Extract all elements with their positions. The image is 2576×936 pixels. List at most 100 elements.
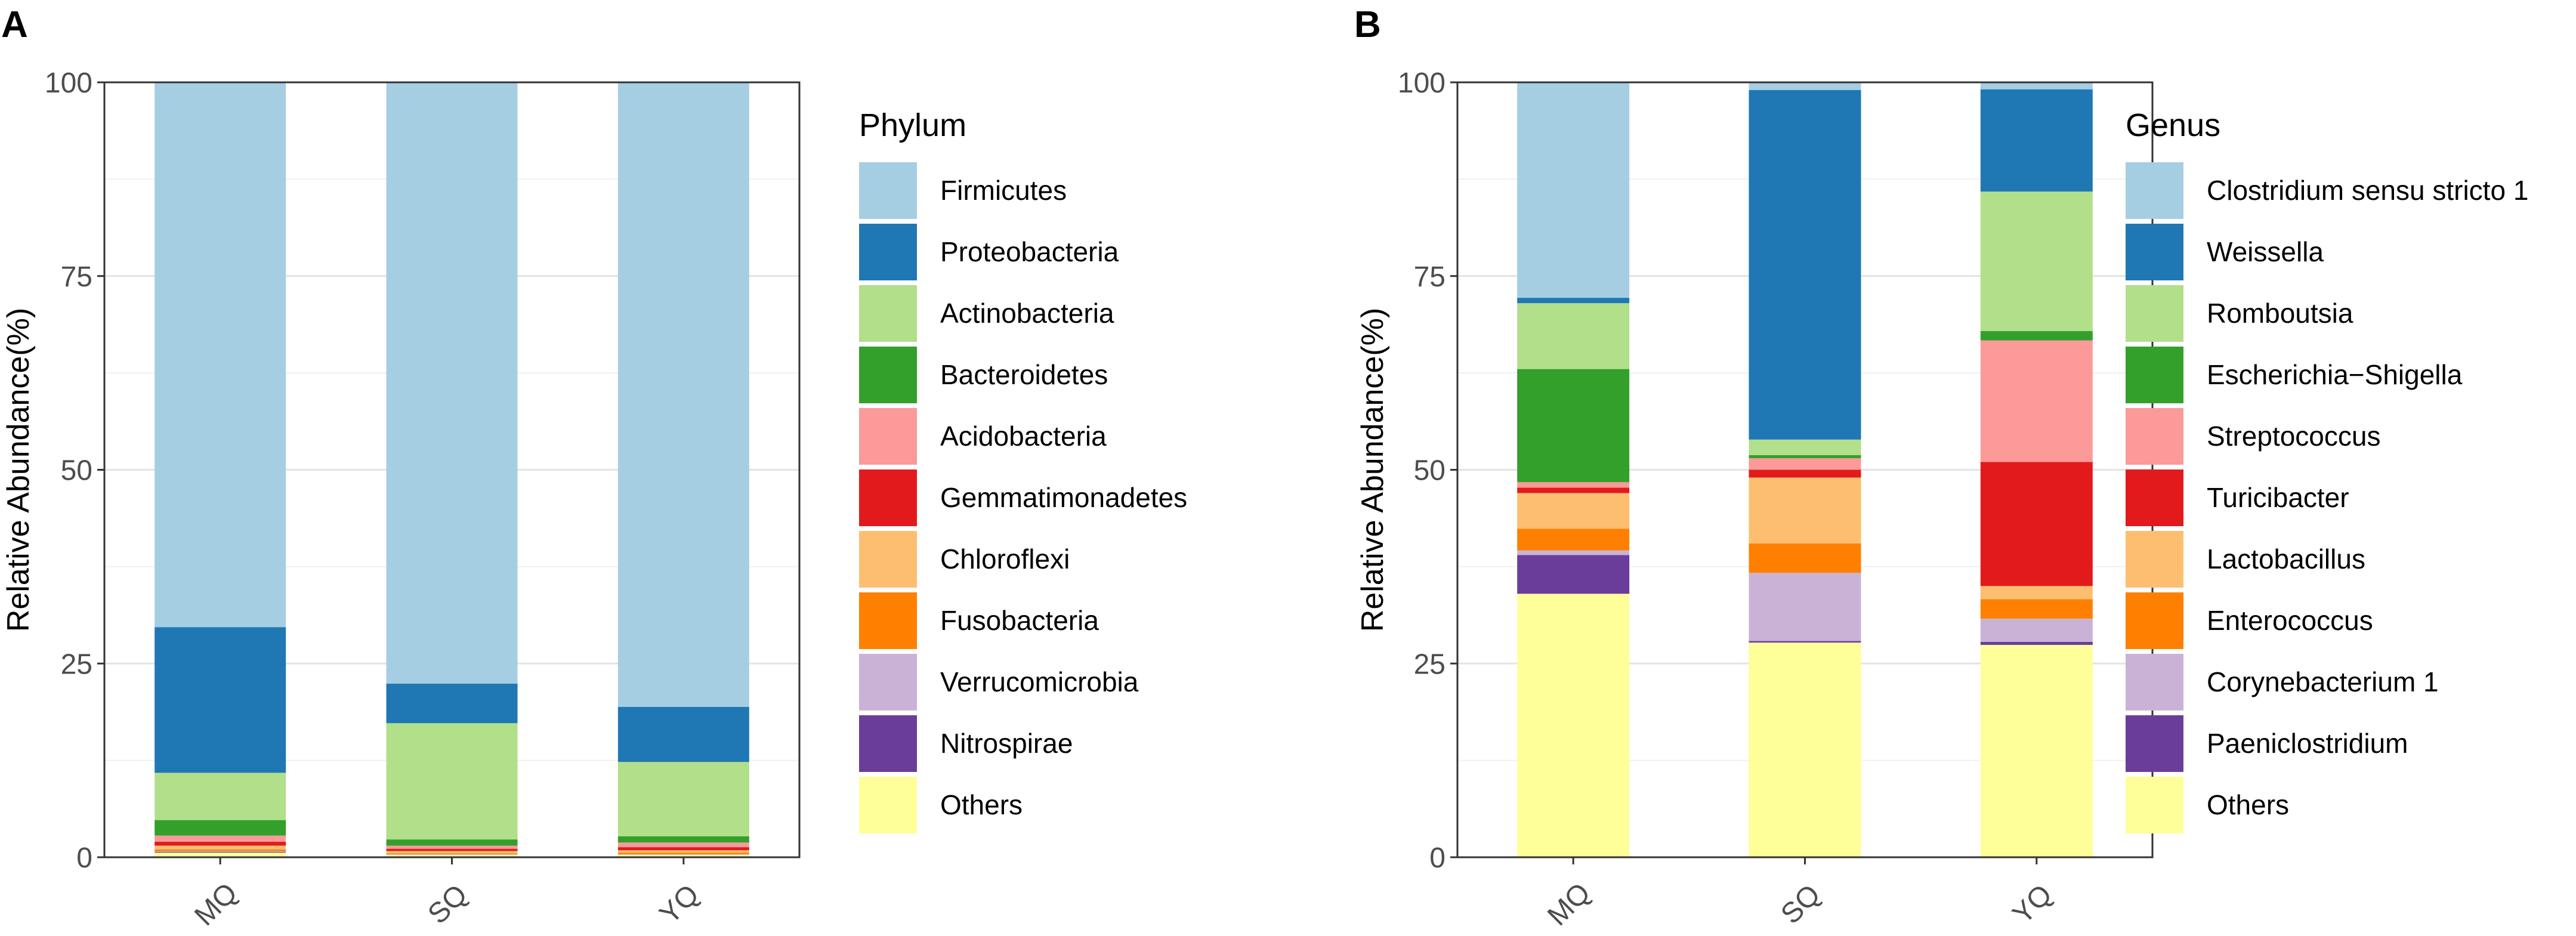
- y-tick-label: 100: [45, 67, 92, 99]
- legend-key: [2126, 531, 2183, 588]
- legend-label: Actinobacteria: [940, 298, 1114, 329]
- bar-segment-sq-firmicutes: [386, 82, 518, 684]
- chart-panel-genus: 0 25 50 75 100 MQ SQ YQ Relative Abundance(%) Gen…: [1355, 67, 2528, 932]
- bar-segment-mq-gemmatimonadetes: [155, 842, 286, 846]
- bar-segment-sq-corynebacterium-1: [1749, 573, 1861, 641]
- x-tick-label-mq: MQ: [189, 877, 243, 932]
- x-tick-label-mq: MQ: [1542, 877, 1596, 932]
- bar-segment-yq-romboutsia: [1980, 191, 2093, 331]
- x-tick-label-sq: SQ: [1775, 879, 1827, 931]
- bar-segment-sq-streptococcus: [1749, 458, 1861, 470]
- legend-label: Nitrospirae: [940, 728, 1073, 759]
- legend-key: [2126, 285, 2183, 342]
- legend-key: [2126, 347, 2183, 403]
- bar-segment-yq-others: [1980, 645, 2093, 857]
- bar-segment-yq-chloroflexi: [617, 850, 749, 853]
- panel-label-a: A: [1, 4, 28, 45]
- legend-key: [859, 347, 917, 403]
- legend-label: Lactobacillus: [2207, 543, 2365, 574]
- bar-segment-sq-bacteroidetes: [386, 839, 518, 846]
- bar-segment-yq-acidobacteria: [617, 842, 749, 848]
- legend-label: Enterococcus: [2207, 605, 2373, 636]
- y-tick-label: 0: [1429, 842, 1445, 874]
- bar-segment-yq-lactobacillus: [1980, 586, 2093, 600]
- bar-segment-yq-firmicutes: [617, 82, 749, 707]
- legend-label: Turicibacter: [2207, 482, 2349, 513]
- bar-segment-yq-enterococcus: [1980, 599, 2093, 619]
- bar-segment-sq-lactobacillus: [1749, 477, 1861, 543]
- legend-key: [2126, 592, 2183, 649]
- legend-key: [859, 408, 917, 465]
- bar-segment-mq-firmicutes: [155, 82, 286, 628]
- legend-key: [2126, 654, 2183, 711]
- bar-segment-mq-romboutsia: [1517, 303, 1630, 369]
- bar-segment-mq-streptococcus: [1517, 482, 1630, 488]
- legend-label: Corynebacterium 1: [2207, 666, 2439, 697]
- bar-segment-mq-proteobacteria: [155, 627, 286, 773]
- bar-segment-yq-streptococcus: [1980, 340, 2093, 462]
- legend-key: [859, 469, 917, 526]
- bar-segment-yq-weissella: [1980, 89, 2093, 192]
- bar-segment-yq-clostridium-sensu-stricto-1: [1980, 82, 2093, 89]
- bar-segment-sq-acidobacteria: [386, 845, 518, 849]
- legend-label: Gemmatimonadetes: [940, 482, 1187, 513]
- legend-label: Clostridium sensu stricto 1: [2207, 175, 2528, 206]
- legend-label: Chloroflexi: [940, 543, 1070, 574]
- bar-segment-sq-romboutsia: [1749, 439, 1861, 455]
- bar-segment-sq-weissella: [1749, 89, 1861, 440]
- legend-label: Proteobacteria: [940, 236, 1119, 267]
- legend-label: Others: [940, 789, 1023, 820]
- panel-label-b: B: [1354, 4, 1381, 45]
- bar-segment-mq-escherichia-shigella: [1517, 369, 1630, 483]
- bar-segment-sq-proteobacteria: [386, 684, 518, 724]
- legend-key: [859, 715, 917, 772]
- y-axis-title: Relative Abundance(%): [1355, 308, 1390, 632]
- legend-key: [859, 592, 917, 649]
- legend-title: Phylum: [859, 107, 966, 143]
- legend-label: Weissella: [2207, 236, 2324, 267]
- y-tick-label: 75: [61, 261, 92, 293]
- y-tick-label: 100: [1398, 67, 1445, 99]
- y-tick-label: 50: [61, 455, 92, 487]
- bar-segment-mq-verrucomicrobia: [155, 851, 286, 852]
- x-tick-label-yq: YQ: [654, 879, 706, 931]
- bar-segment-yq-others: [617, 855, 749, 857]
- bar-segment-yq-actinobacteria: [617, 762, 749, 836]
- legend-key: [859, 162, 917, 219]
- bar-segment-mq-fusobacteria: [155, 849, 286, 851]
- y-tick-label: 50: [1414, 455, 1445, 487]
- bar-segment-yq-escherichia-shigella: [1980, 330, 2093, 341]
- legend-label: Fusobacteria: [940, 605, 1099, 636]
- legend-label: Firmicutes: [940, 175, 1067, 206]
- legend-key: [2126, 777, 2183, 833]
- bar-segment-mq-turicibacter: [1517, 487, 1630, 493]
- bar-segment-mq-bacteroidetes: [155, 820, 286, 836]
- bar-segment-sq-verrucomicrobia: [386, 854, 518, 855]
- legend-label: Streptococcus: [2207, 421, 2380, 452]
- legend-title: Genus: [2126, 107, 2220, 143]
- legend-key: [2126, 469, 2183, 526]
- y-tick-label: 25: [61, 648, 92, 680]
- bar-segment-mq-clostridium-sensu-stricto-1: [1517, 82, 1630, 298]
- bar-segment-mq-others: [155, 852, 286, 857]
- bar-segment-yq-bacteroidetes: [617, 836, 749, 843]
- bar-segment-mq-acidobacteria: [155, 835, 286, 842]
- bar-segment-yq-turicibacter: [1980, 462, 2093, 586]
- legend-label: Acidobacteria: [940, 421, 1107, 452]
- bar-segment-mq-corynebacterium-1: [1517, 550, 1630, 555]
- bar-segment-mq-others: [1517, 594, 1630, 857]
- bar-segment-mq-chloroflexi: [155, 845, 286, 850]
- legend-key: [2126, 408, 2183, 465]
- legend-label: Others: [2207, 789, 2289, 820]
- bar-segment-mq-enterococcus: [1517, 529, 1630, 551]
- y-tick-label: 25: [1414, 648, 1445, 680]
- x-tick-label-yq: YQ: [2007, 879, 2059, 931]
- bar-segment-yq-proteobacteria: [617, 706, 749, 762]
- legend-key: [859, 531, 917, 588]
- y-axis-title: Relative Abundance(%): [1, 308, 36, 632]
- legend-key: [859, 224, 917, 280]
- bar-segment-yq-fusobacteria: [617, 852, 749, 854]
- legend-label: Bacteroidetes: [940, 359, 1108, 390]
- plot-border: [103, 81, 801, 858]
